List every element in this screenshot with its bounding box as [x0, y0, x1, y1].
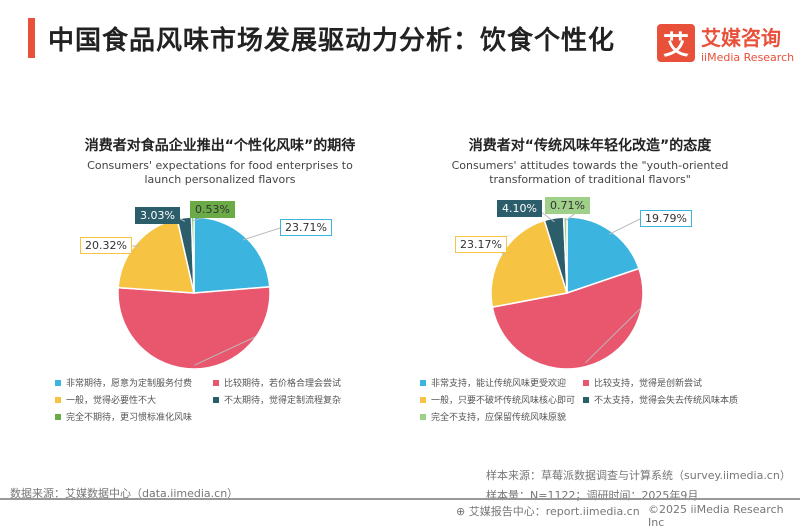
chart1-slice-1: [194, 217, 270, 293]
chart2-data-label-5: 0.71%: [545, 197, 590, 214]
legend-item: 不太期待，觉得定制流程复杂: [213, 393, 383, 406]
legend-swatch: [583, 380, 589, 386]
legend-label: 非常期待，愿意为定制服务付费: [66, 376, 192, 389]
sample-size: 样本量：N=1122；调研时间：2025年9月: [486, 487, 698, 503]
chart2-data-label-3: 23.17%: [455, 236, 507, 253]
chart2-data-label-4: 4.10%: [497, 200, 542, 217]
legend-label: 比较支持，觉得是创新尝试: [594, 376, 702, 389]
legend-label: 完全不支持，应保留传统风味原貌: [431, 410, 566, 423]
legend-swatch: [55, 414, 61, 420]
chart2-legend: 非常支持，能让传统风味更受欢迎 比较支持，觉得是创新尝试一般，只要不破坏传统风味核…: [420, 376, 773, 423]
chart2-leader-1: [609, 219, 640, 234]
chart1-data-label-5: 0.53%: [190, 201, 235, 218]
legend-swatch: [420, 414, 426, 420]
legend-swatch: [55, 380, 61, 386]
footer-divider: [0, 498, 800, 500]
legend-label: 一般，觉得必要性不大: [66, 393, 156, 406]
chart1-leader-1: [243, 228, 280, 240]
legend-item: 非常期待，愿意为定制服务付费: [55, 376, 205, 389]
legend-item: 完全不期待，更习惯标准化风味: [55, 410, 205, 423]
legend-swatch: [420, 397, 426, 403]
chart2-data-label-1: 19.79%: [640, 210, 692, 227]
legend-swatch: [213, 380, 219, 386]
legend-item: 不太支持，觉得会失去传统风味本质: [583, 393, 773, 406]
globe-icon: ⊕: [456, 505, 469, 518]
legend-item: 完全不支持，应保留传统风味原貌: [420, 410, 575, 423]
legend-item: 一般，只要不破坏传统风味核心即可: [420, 393, 575, 406]
legend-swatch: [583, 397, 589, 403]
chart1-data-label-4: 3.03%: [135, 207, 180, 224]
legend-label: 不太支持，觉得会失去传统风味本质: [594, 393, 738, 406]
report-link[interactable]: 艾媒报告中心：report.iimedia.cn: [469, 505, 640, 518]
legend-label: 一般，只要不破坏传统风味核心即可: [431, 393, 575, 406]
legend-swatch: [420, 380, 426, 386]
legend-swatch: [55, 397, 61, 403]
chart2-data-label-2: 52.23%: [640, 300, 692, 317]
legend-item: 一般，觉得必要性不大: [55, 393, 205, 406]
legend-label: 比较期待，若价格合理会尝试: [224, 376, 341, 389]
chart1-slice-2: [118, 287, 270, 369]
legend-label: 非常支持，能让传统风味更受欢迎: [431, 376, 566, 389]
chart1-data-label-3: 20.32%: [80, 237, 132, 254]
copyright: ©2025 iiMedia Research Inc: [648, 503, 800, 529]
chart1-data-label-2: 52.41%: [255, 328, 307, 345]
chart1-data-label-1: 23.71%: [280, 219, 332, 236]
legend-swatch: [213, 397, 219, 403]
legend-item: 比较期待，若价格合理会尝试: [213, 376, 383, 389]
legend-item: 非常支持，能让传统风味更受欢迎: [420, 376, 575, 389]
report-center: ⊕ 艾媒报告中心：report.iimedia.cn: [456, 503, 640, 519]
legend-item: 比较支持，觉得是创新尝试: [583, 376, 773, 389]
sample-source: 样本来源：草莓派数据调查与计算系统（survey.iimedia.cn）: [486, 467, 791, 483]
legend-label: 完全不期待，更习惯标准化风味: [66, 410, 192, 423]
chart1-legend: 非常期待，愿意为定制服务付费 比较期待，若价格合理会尝试一般，觉得必要性不大 不太期…: [55, 376, 383, 423]
legend-label: 不太期待，觉得定制流程复杂: [224, 393, 341, 406]
